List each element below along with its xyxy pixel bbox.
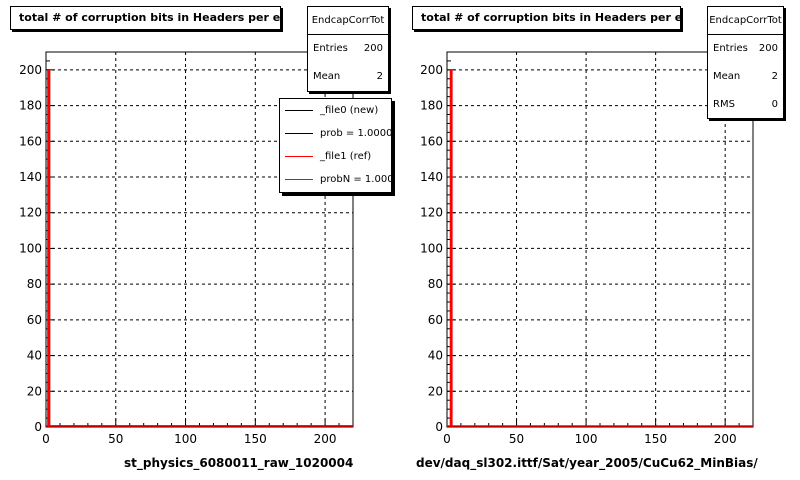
right-stats-rms-value: 0 xyxy=(771,99,778,110)
left-stats-mean-value: 2 xyxy=(376,71,383,82)
left-y-tick-label-40: 40 xyxy=(27,349,42,363)
right-x-tick-label-100: 100 xyxy=(575,432,598,446)
left-y-tick-label-180: 180 xyxy=(19,99,42,113)
right-y-tick-label-0: 0 xyxy=(435,420,443,434)
left-y-tick-label-80: 80 xyxy=(27,277,42,291)
right-x-tick-label-200: 200 xyxy=(714,432,737,446)
left-x-tick-label-200: 200 xyxy=(314,432,337,446)
left-stats-entries-label: Entries xyxy=(313,43,348,54)
legend-label-probn: probN = 1.000000 xyxy=(320,174,391,185)
right-x-tick-label-0: 0 xyxy=(443,432,451,446)
right-stats-name: EndcapCorrTot xyxy=(708,7,783,35)
legend-label-file0: _file0 (new) xyxy=(320,105,379,116)
right-x-tick-label-150: 150 xyxy=(644,432,667,446)
legend-entry-file0: _file0 (new) xyxy=(280,99,391,122)
left-y-tick-label-60: 60 xyxy=(27,313,42,327)
legend-swatch-new xyxy=(285,110,313,111)
left-x-tick-label-50: 50 xyxy=(108,432,123,446)
right-y-tick-label-120: 120 xyxy=(420,206,443,220)
legend-swatch-ref xyxy=(285,156,313,157)
right-stats-mean-value: 2 xyxy=(771,71,778,82)
left-y-tick-label-160: 160 xyxy=(19,134,42,148)
left-y-tick-label-0: 0 xyxy=(34,420,42,434)
left-y-tick-label-140: 140 xyxy=(19,170,42,184)
left-stats-entries-row: Entries 200 xyxy=(308,35,388,63)
left-series-1-bin-0 xyxy=(46,69,353,427)
right-plot-area xyxy=(447,52,753,427)
left-y-tick-label-20: 20 xyxy=(27,384,42,398)
left-x-tick-label-100: 100 xyxy=(174,432,197,446)
right-y-tick-label-60: 60 xyxy=(428,313,443,327)
right-chart-title: total # of corruption bits in Headers pe… xyxy=(412,6,681,30)
legend-swatch-probn xyxy=(285,179,313,180)
left-x-tick-label-150: 150 xyxy=(244,432,267,446)
legend-label-file1: _file1 (ref) xyxy=(320,151,372,162)
right-y-tick-label-100: 100 xyxy=(420,241,443,255)
legend-label-prob: prob = 1.000000 xyxy=(320,128,392,139)
right-series-0-bin-0 xyxy=(447,69,753,427)
legend-entry-prob: prob = 1.000000 xyxy=(280,122,391,145)
right-stats-mean-row: Mean 2 xyxy=(708,63,783,91)
right-stats-entries-row: Entries 200 xyxy=(708,35,783,63)
right-y-tick-label-180: 180 xyxy=(420,99,443,113)
right-x-axis-label: dev/daq_sl302.ittf/Sat/year_2005/CuCu62_… xyxy=(416,456,758,470)
right-stats-rms-label: RMS xyxy=(713,99,735,110)
left-y-tick-label-120: 120 xyxy=(19,206,42,220)
legend-swatch-prob xyxy=(285,133,313,134)
right-stats-entries-value: 200 xyxy=(758,43,778,54)
right-x-tick-label-50: 50 xyxy=(509,432,524,446)
right-stats-rms-row: RMS 0 xyxy=(708,91,783,119)
left-chart-title: total # of corruption bits in Headers pe… xyxy=(10,6,281,30)
left-x-axis-label: st_physics_6080011_raw_1020004 xyxy=(124,456,354,470)
right-stats-mean-label: Mean xyxy=(713,71,741,82)
left-legend: _file0 (new) prob = 1.000000 _file1 (ref… xyxy=(279,98,392,193)
right-stats-box: EndcapCorrTot Entries 200 Mean 2 RMS 0 xyxy=(707,6,784,119)
right-y-tick-label-20: 20 xyxy=(428,384,443,398)
left-stats-entries-value: 200 xyxy=(363,43,383,54)
left-x-tick-label-0: 0 xyxy=(42,432,50,446)
right-y-tick-label-80: 80 xyxy=(428,277,443,291)
legend-entry-probn: probN = 1.000000 xyxy=(280,168,391,191)
right-y-tick-label-40: 40 xyxy=(428,349,443,363)
right-y-tick-label-140: 140 xyxy=(420,170,443,184)
left-stats-mean-label: Mean xyxy=(313,71,341,82)
left-stats-box: EndcapCorrTot Entries 200 Mean 2 xyxy=(307,6,389,92)
right-y-tick-label-200: 200 xyxy=(420,63,443,77)
right-stats-entries-label: Entries xyxy=(713,43,748,54)
right-y-tick-label-160: 160 xyxy=(420,134,443,148)
left-stats-mean-row: Mean 2 xyxy=(308,63,388,91)
left-y-tick-label-100: 100 xyxy=(19,241,42,255)
left-y-tick-label-200: 200 xyxy=(19,63,42,77)
left-stats-name: EndcapCorrTot xyxy=(308,7,388,35)
legend-entry-file1: _file1 (ref) xyxy=(280,145,391,168)
